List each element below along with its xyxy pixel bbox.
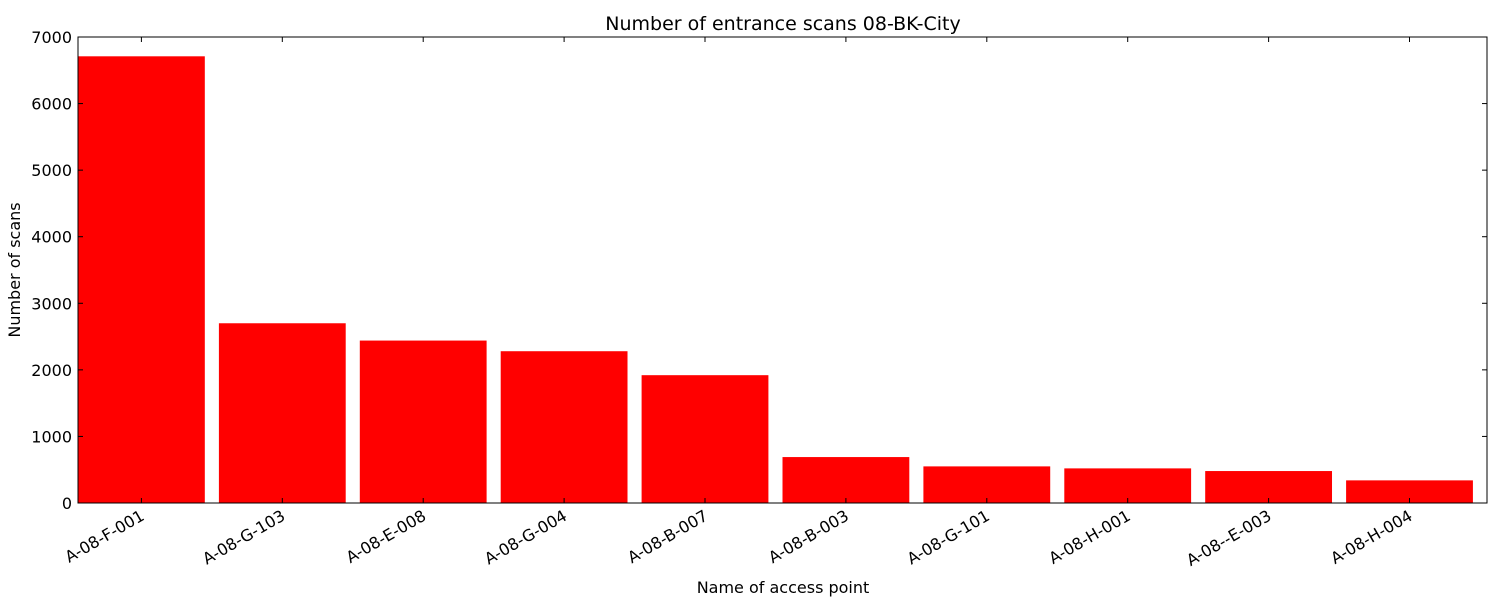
y-tick-label: 1000 xyxy=(31,427,72,446)
x-axis-label: Name of access point xyxy=(697,578,870,597)
bar-A-08-H-001 xyxy=(1064,468,1192,503)
bar-A-08-F-001 xyxy=(78,56,205,503)
y-tick-label: 5000 xyxy=(31,161,72,180)
bar-A-08-G-103 xyxy=(218,323,346,503)
x-tick-label: A-08--E-003 xyxy=(1183,506,1275,570)
bar-A-08-G-004 xyxy=(500,351,628,503)
bar-A-08--E-003 xyxy=(1205,471,1333,503)
x-tick-label: A-08-G-101 xyxy=(904,506,993,568)
bar-A-08-H-004 xyxy=(1346,480,1473,503)
x-tick-label: A-08-F-001 xyxy=(62,506,148,566)
bar-A-08-B-003 xyxy=(782,457,910,503)
chart-title: Number of entrance scans 08-BK-City xyxy=(605,13,961,35)
x-tick-label: A-08-H-001 xyxy=(1046,506,1134,568)
x-tick-label: A-08-E-008 xyxy=(343,506,430,567)
y-tick-label: 3000 xyxy=(31,294,72,313)
y-tick-label: 0 xyxy=(62,494,72,513)
y-tick-label: 4000 xyxy=(31,228,72,247)
x-tick-label: A-08-H-004 xyxy=(1327,506,1415,568)
x-tick-label: A-08-G-103 xyxy=(199,506,288,568)
x-tick-label: A-08-G-004 xyxy=(481,506,570,568)
y-axis-label: Number of scans xyxy=(5,202,24,337)
y-tick-label: 6000 xyxy=(31,95,72,114)
x-tick-label: A-08-B-007 xyxy=(624,506,711,567)
y-tick-label: 7000 xyxy=(31,28,72,47)
x-tick-label: A-08-B-003 xyxy=(765,506,852,567)
plot-frame xyxy=(77,36,1488,504)
y-axis: 0 1000 2000 3000 4000 5000 6000 7000 xyxy=(31,28,1487,513)
bars-group xyxy=(78,56,1473,503)
bar-A-08-G-101 xyxy=(923,466,1051,503)
bar-A-08-E-008 xyxy=(359,340,487,503)
y-tick-label: 2000 xyxy=(31,361,72,380)
bar-A-08-B-007 xyxy=(641,375,769,503)
